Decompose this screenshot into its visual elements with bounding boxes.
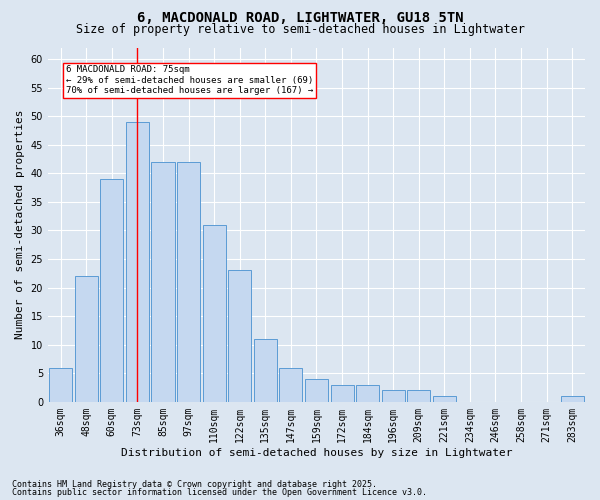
Bar (228, 270, 251, 402)
Bar (203, 224, 226, 402)
Text: Size of property relative to semi-detached houses in Lightwater: Size of property relative to semi-detach… (76, 22, 524, 36)
Bar (356, 384, 379, 402)
Bar (331, 384, 353, 402)
Bar (561, 396, 584, 402)
Bar (407, 390, 430, 402)
Text: Contains HM Land Registry data © Crown copyright and database right 2025.: Contains HM Land Registry data © Crown c… (12, 480, 377, 489)
Bar (49, 368, 72, 402)
Bar (433, 396, 456, 402)
Y-axis label: Number of semi-detached properties: Number of semi-detached properties (15, 110, 25, 340)
Bar (151, 162, 175, 402)
Text: Contains public sector information licensed under the Open Government Licence v3: Contains public sector information licen… (12, 488, 427, 497)
Bar (382, 390, 404, 402)
Bar (254, 339, 277, 402)
Bar (100, 179, 124, 402)
Bar (280, 368, 302, 402)
X-axis label: Distribution of semi-detached houses by size in Lightwater: Distribution of semi-detached houses by … (121, 448, 512, 458)
Text: 6 MACDONALD ROAD: 75sqm
← 29% of semi-detached houses are smaller (69)
70% of se: 6 MACDONALD ROAD: 75sqm ← 29% of semi-de… (66, 65, 313, 95)
Bar (75, 276, 98, 402)
Bar (126, 122, 149, 402)
Text: 6, MACDONALD ROAD, LIGHTWATER, GU18 5TN: 6, MACDONALD ROAD, LIGHTWATER, GU18 5TN (137, 11, 463, 25)
Bar (305, 379, 328, 402)
Bar (177, 162, 200, 402)
